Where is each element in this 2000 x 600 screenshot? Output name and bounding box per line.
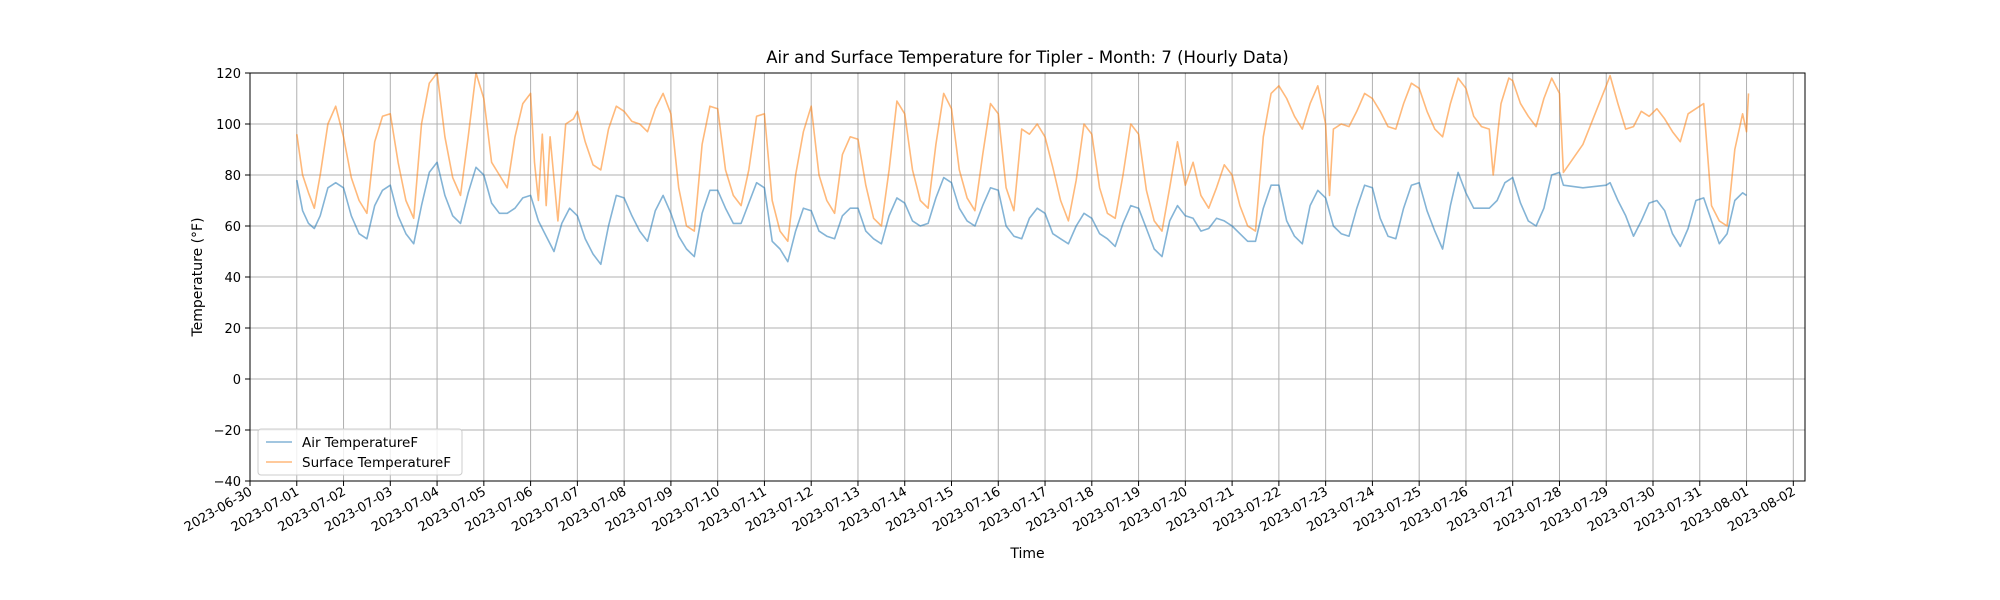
series-lines <box>296 72 1750 266</box>
legend-label: Air TemperatureF <box>302 435 418 451</box>
y-tick-label: 60 <box>224 220 241 235</box>
series-line-surface-temperature <box>296 72 1750 243</box>
chart-title: Air and Surface Temperature for Tipler -… <box>766 48 1288 67</box>
y-tick-label: 0 <box>233 373 241 388</box>
y-tick-label: 120 <box>216 67 241 82</box>
y-tick-label: 80 <box>224 169 241 184</box>
y-tick-label: −40 <box>214 475 241 490</box>
legend-label: Surface TemperatureF <box>302 455 451 471</box>
series-line-air-temperature <box>296 161 1747 266</box>
legend: Air TemperatureF Surface TemperatureF <box>257 428 463 476</box>
y-axis: −40 −20 0 20 40 60 80 100 120 <box>214 67 250 490</box>
y-tick-label: 20 <box>224 322 241 337</box>
y-tick-label: 100 <box>216 118 241 133</box>
y-tick-label: 40 <box>224 271 241 286</box>
x-axis-title: Time <box>1009 546 1044 562</box>
y-axis-title: Temperature (°F) <box>190 217 206 337</box>
legend-box <box>257 428 463 476</box>
y-tick-label: −20 <box>214 424 241 439</box>
